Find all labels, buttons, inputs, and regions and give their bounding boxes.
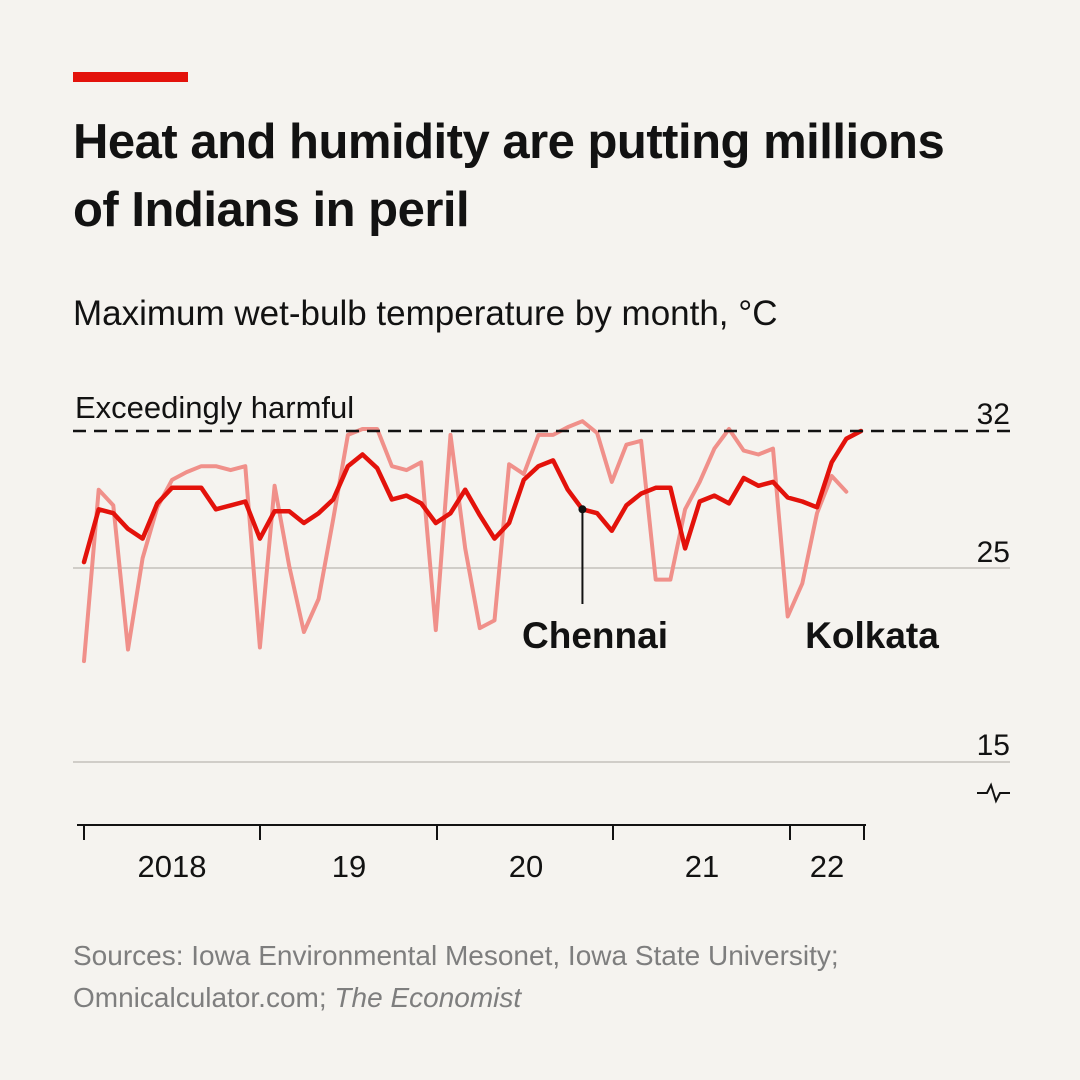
x-tick-label: 22 — [810, 849, 844, 884]
series-line-kolkata — [82, 419, 849, 664]
x-tick-label: 2018 — [138, 849, 207, 884]
chart-subtitle: Maximum wet-bulb temperature by month, °… — [73, 294, 778, 333]
source-text: Sources: Iowa Environmental Mesonet, Iow… — [73, 940, 839, 1013]
x-tick-label: 19 — [332, 849, 366, 884]
accent-bar — [73, 72, 188, 82]
series-line-chennai — [81, 428, 864, 565]
series-label-kolkata: Kolkata — [805, 615, 939, 656]
source-publication: The Economist — [334, 982, 522, 1013]
chart-title: Heat and humidity are putting millions o… — [73, 115, 945, 237]
axis-break-icon — [977, 782, 1010, 804]
source-note: Sources: Iowa Environmental Mesonet, Iow… — [73, 935, 973, 1019]
line-chart: 15 25 32 Exceedingly harmful Chennai Kolkata 2… — [73, 390, 1010, 884]
y-tick-label: 32 — [977, 398, 1010, 431]
series-label-chennai: Chennai — [522, 615, 668, 656]
y-tick-label: 15 — [977, 729, 1010, 762]
y-tick-label: 25 — [977, 536, 1010, 569]
chennai-marker-dot — [578, 505, 587, 514]
x-tick-label: 20 — [509, 849, 543, 884]
x-tick-label: 21 — [685, 849, 719, 884]
threshold-label: Exceedingly harmful — [75, 390, 354, 425]
